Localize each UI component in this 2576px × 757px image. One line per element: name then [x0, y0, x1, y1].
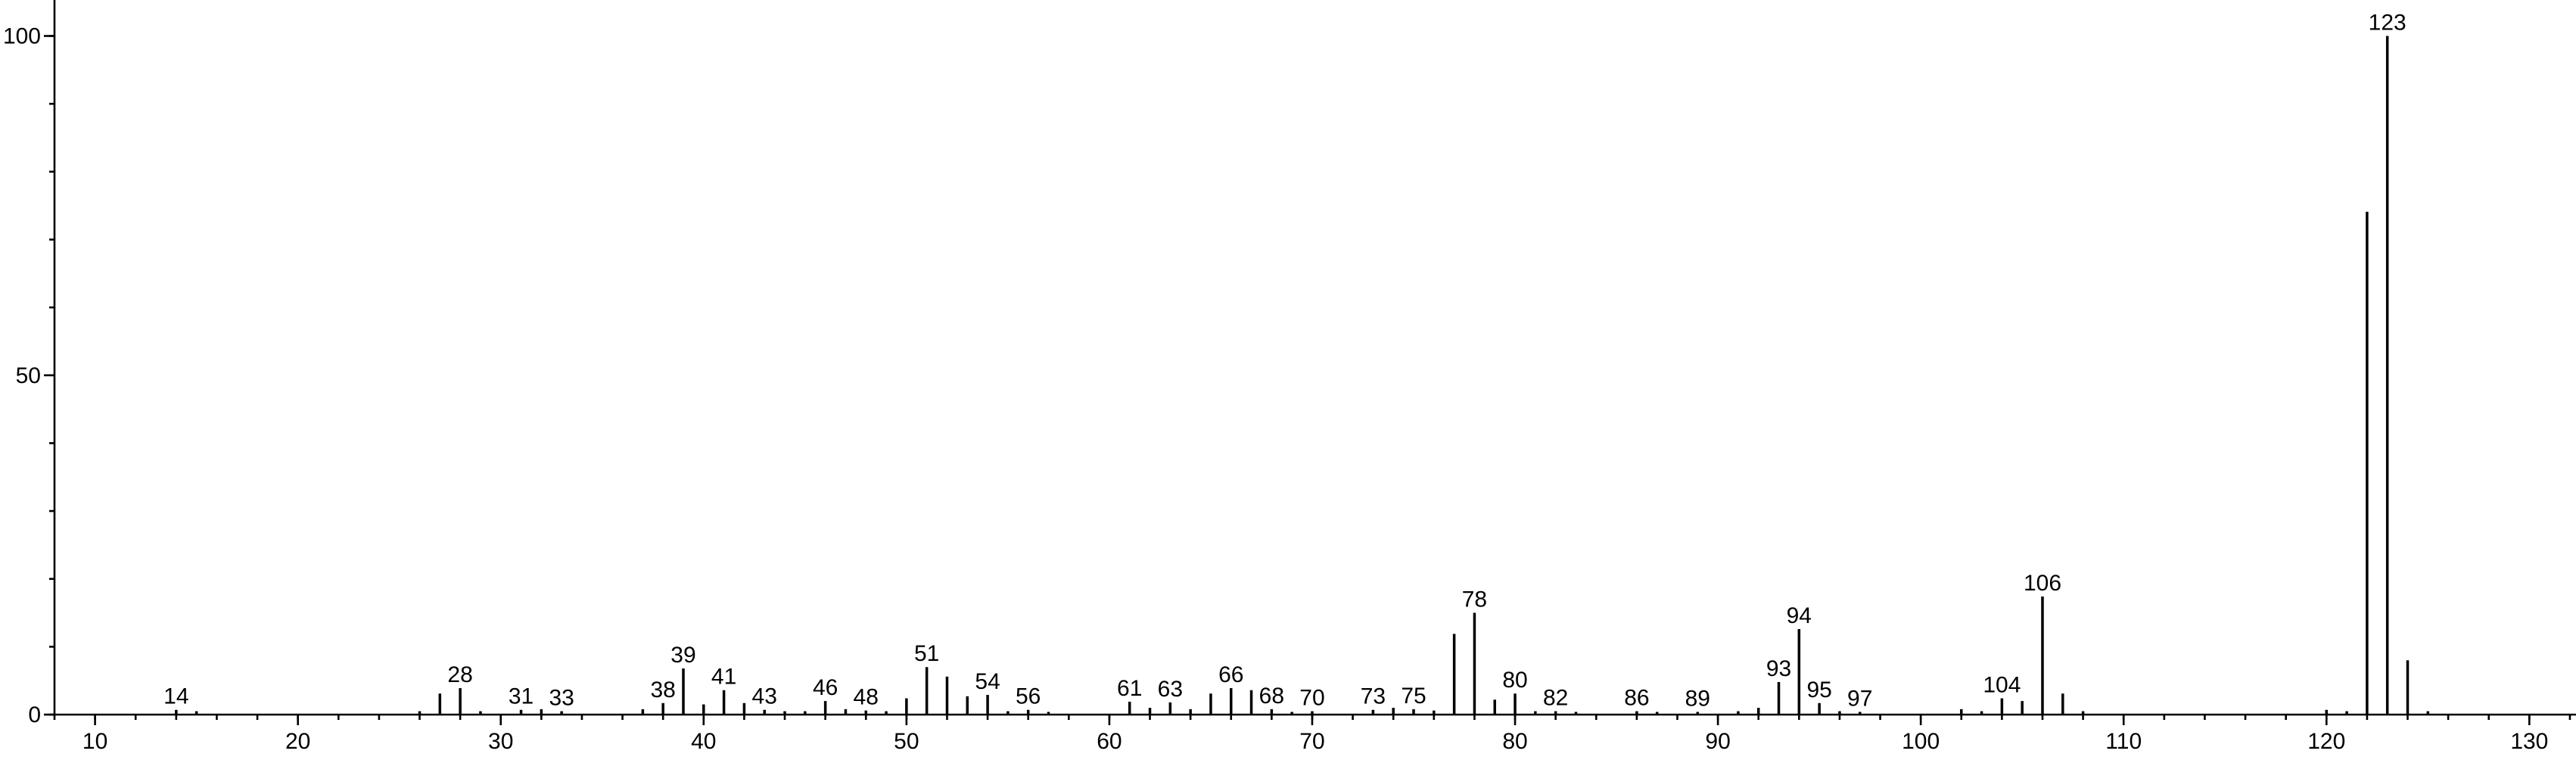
peak-label: 14	[163, 684, 188, 709]
peak-label: 75	[1401, 684, 1426, 709]
peak-label: 39	[670, 643, 695, 668]
y-tick-label: 100	[3, 24, 41, 49]
peak-label: 97	[1847, 686, 1872, 711]
peak-label: 31	[509, 684, 534, 709]
peak-label: 43	[752, 684, 777, 709]
x-tick-label: 20	[285, 729, 310, 754]
peak-label: 78	[1462, 587, 1487, 612]
peak-label: 82	[1543, 686, 1568, 711]
peak-label: 51	[914, 641, 939, 666]
peak-label: 86	[1624, 686, 1649, 711]
peak-label: 73	[1361, 684, 1386, 709]
y-tick-label: 50	[16, 363, 41, 388]
peak-label: 123	[2369, 11, 2406, 36]
x-tick-label: 110	[2105, 729, 2142, 754]
peak-label: 41	[711, 665, 736, 690]
peak-label: 38	[650, 678, 675, 702]
x-tick-label: 90	[1705, 729, 1730, 754]
peak-label: 61	[1117, 676, 1142, 701]
peak-label: 68	[1259, 684, 1284, 709]
peak-label: 93	[1766, 656, 1791, 681]
peak-label: 56	[1016, 684, 1041, 709]
peak-label: 63	[1158, 677, 1183, 702]
peak-label: 70	[1299, 686, 1324, 711]
x-tick-label: 80	[1502, 729, 1527, 754]
x-tick-label: 130	[2510, 729, 2548, 754]
peak-label: 89	[1685, 686, 1710, 711]
peak-label: 54	[975, 669, 1000, 694]
peak-label: 95	[1806, 678, 1831, 702]
x-tick-label: 50	[894, 729, 919, 754]
peak-label: 66	[1218, 662, 1243, 687]
peak-label: 104	[1983, 672, 2021, 697]
peak-label: 106	[2024, 571, 2061, 596]
x-tick-label: 60	[1097, 729, 1122, 754]
x-tick-label: 40	[691, 729, 716, 754]
peak-label: 33	[549, 686, 574, 711]
peak-label: 94	[1787, 603, 1812, 628]
peak-label: 46	[813, 675, 838, 700]
peak-label: 80	[1502, 668, 1527, 693]
peak-label: 48	[854, 685, 879, 710]
y-tick-label: 0	[28, 702, 41, 727]
x-tick-label: 120	[2307, 729, 2345, 754]
x-tick-label: 10	[82, 729, 107, 754]
x-tick-label: 70	[1299, 729, 1324, 754]
x-tick-label: 100	[1902, 729, 1940, 754]
x-tick-label: 30	[488, 729, 513, 754]
peak-label: 28	[447, 662, 472, 687]
